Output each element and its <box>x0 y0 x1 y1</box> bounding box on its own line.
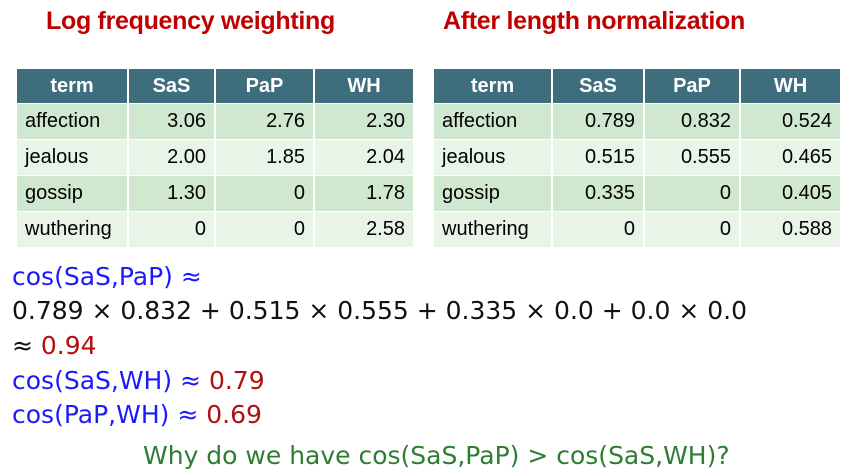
value-cell: 0 <box>215 211 315 247</box>
cosine-result-sas-pap: ≈ 0.94 <box>12 329 97 362</box>
value-cell: 2.76 <box>215 103 315 140</box>
right-table-heading: After length normalization <box>443 7 745 35</box>
value-cell: 1.78 <box>314 175 413 212</box>
value-cell: 1.30 <box>128 175 216 212</box>
term-cell: gossip <box>434 175 553 212</box>
value-cell: 0.335 <box>552 175 645 212</box>
table-header-row: term SaS PaP WH <box>17 69 413 104</box>
value-cell: 2.00 <box>128 139 216 176</box>
value-cell: 0.524 <box>740 103 840 140</box>
column-header: term <box>434 69 553 104</box>
length-normalized-table: term SaS PaP WH affection 0.789 0.832 0.… <box>434 69 840 247</box>
column-header: WH <box>314 69 413 104</box>
cosine-formula-heading: cos(SaS,PaP) ≈ <box>12 262 202 291</box>
table-row: gossip 1.30 0 1.78 <box>17 175 413 212</box>
table-row: gossip 0.335 0 0.405 <box>434 175 840 212</box>
cosine-result-sas-wh: cos(SaS,WH) ≈ 0.79 <box>12 364 265 397</box>
value-cell: 0 <box>215 175 315 212</box>
value-cell: 3.06 <box>128 103 216 140</box>
table-row: jealous 2.00 1.85 2.04 <box>17 139 413 176</box>
log-frequency-table: term SaS PaP WH affection 3.06 2.76 2.30… <box>17 69 413 247</box>
table-row: jealous 0.515 0.555 0.465 <box>434 139 840 176</box>
value-cell: 0.789 <box>552 103 645 140</box>
value-cell: 0.555 <box>644 139 741 176</box>
term-cell: affection <box>17 103 129 140</box>
value-cell: 0.465 <box>740 139 840 176</box>
table-row: wuthering 0 0 0.588 <box>434 211 840 247</box>
value-cell: 1.85 <box>215 139 315 176</box>
table-row: affection 3.06 2.76 2.30 <box>17 103 413 140</box>
left-table-heading: Log frequency weighting <box>46 7 335 35</box>
term-cell: affection <box>434 103 553 140</box>
dot-product-expression: 0.789 × 0.832 + 0.515 × 0.555 + 0.335 × … <box>12 296 748 325</box>
value-cell: 0 <box>552 211 645 247</box>
term-cell: wuthering <box>17 211 129 247</box>
term-cell: wuthering <box>434 211 553 247</box>
formula-label: cos(SaS,WH) ≈ <box>12 366 209 395</box>
value-cell: 0.588 <box>740 211 840 247</box>
value-cell: 0.832 <box>644 103 741 140</box>
formula-label: cos(PaP,WH) ≈ <box>12 400 207 429</box>
column-header: SaS <box>128 69 216 104</box>
value-cell: 0 <box>644 211 741 247</box>
question-text: Why do we have cos(SaS,PaP) > cos(SaS,WH… <box>143 441 730 470</box>
result-value: 0.79 <box>208 366 265 395</box>
result-value: 0.69 <box>206 400 262 429</box>
value-cell: 0 <box>644 175 741 212</box>
table-row: wuthering 0 0 2.58 <box>17 211 413 247</box>
column-header: PaP <box>644 69 741 104</box>
value-cell: 0 <box>128 211 216 247</box>
value-cell: 0.515 <box>552 139 645 176</box>
value-cell: 2.30 <box>314 103 413 140</box>
column-header: WH <box>740 69 840 104</box>
column-header: PaP <box>215 69 315 104</box>
column-header: term <box>17 69 129 104</box>
approx-symbol: ≈ <box>12 331 41 360</box>
value-cell: 2.04 <box>314 139 413 176</box>
term-cell: jealous <box>17 139 129 176</box>
cosine-result-pap-wh: cos(PaP,WH) ≈ 0.69 <box>12 398 262 431</box>
value-cell: 2.58 <box>314 211 413 247</box>
table-header-row: term SaS PaP WH <box>434 69 840 104</box>
table-row: affection 0.789 0.832 0.524 <box>434 103 840 140</box>
term-cell: jealous <box>434 139 553 176</box>
value-cell: 0.405 <box>740 175 840 212</box>
result-value: 0.94 <box>40 331 97 360</box>
term-cell: gossip <box>17 175 129 212</box>
column-header: SaS <box>552 69 645 104</box>
